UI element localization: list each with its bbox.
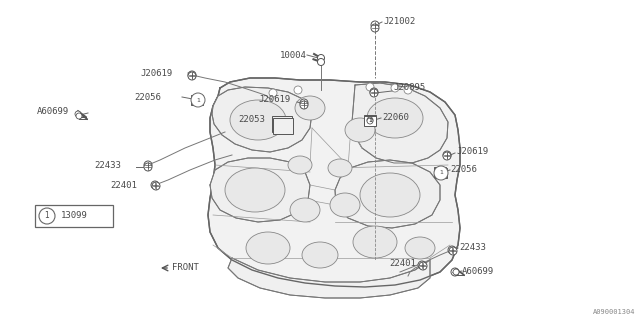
Circle shape: [367, 118, 373, 124]
Polygon shape: [335, 160, 440, 228]
Circle shape: [370, 89, 378, 97]
Circle shape: [152, 182, 160, 190]
Text: 22060: 22060: [382, 114, 409, 123]
Bar: [364, 116, 376, 126]
Circle shape: [144, 163, 152, 171]
Text: A60699: A60699: [37, 108, 69, 116]
Bar: [364, 115, 376, 125]
Ellipse shape: [230, 100, 286, 140]
Circle shape: [367, 117, 373, 123]
Bar: [35, 205, 113, 227]
Circle shape: [434, 166, 448, 180]
Polygon shape: [210, 158, 310, 222]
Text: 22056: 22056: [134, 92, 161, 101]
Text: 1: 1: [439, 171, 443, 175]
Text: 13099: 13099: [61, 212, 88, 220]
Text: FRONT: FRONT: [172, 263, 199, 273]
Circle shape: [404, 86, 412, 94]
Text: 1: 1: [195, 98, 199, 102]
Ellipse shape: [330, 193, 360, 217]
Ellipse shape: [290, 198, 320, 222]
Circle shape: [144, 161, 152, 169]
Bar: [273, 118, 293, 134]
Circle shape: [151, 181, 159, 189]
Text: 22433: 22433: [94, 161, 121, 170]
Text: J20619: J20619: [258, 95, 291, 105]
Circle shape: [317, 59, 324, 66]
Circle shape: [371, 24, 379, 32]
Circle shape: [188, 72, 196, 80]
Circle shape: [269, 89, 277, 97]
Text: 22401: 22401: [389, 259, 416, 268]
Circle shape: [443, 152, 451, 160]
Ellipse shape: [353, 226, 397, 258]
Ellipse shape: [328, 159, 352, 177]
Text: 22433: 22433: [459, 243, 486, 252]
Text: A60699: A60699: [462, 267, 494, 276]
Circle shape: [366, 83, 374, 91]
Text: 1: 1: [368, 118, 372, 124]
Text: J20895: J20895: [393, 84, 425, 92]
Text: J20619: J20619: [456, 148, 488, 156]
Ellipse shape: [302, 242, 338, 268]
Text: 22053: 22053: [238, 116, 265, 124]
Text: 1: 1: [196, 98, 200, 102]
Circle shape: [451, 268, 459, 276]
Bar: [434, 167, 446, 177]
Circle shape: [443, 151, 451, 159]
Circle shape: [448, 246, 456, 254]
Ellipse shape: [288, 156, 312, 174]
Circle shape: [317, 54, 324, 61]
Ellipse shape: [246, 232, 290, 264]
Circle shape: [438, 170, 444, 176]
Bar: [435, 168, 447, 178]
Circle shape: [449, 247, 457, 255]
Text: 10004: 10004: [280, 51, 307, 60]
Circle shape: [76, 113, 82, 119]
Circle shape: [453, 269, 459, 275]
Text: A090001304: A090001304: [593, 309, 635, 315]
Circle shape: [419, 262, 427, 270]
Circle shape: [294, 86, 302, 94]
Ellipse shape: [360, 173, 420, 217]
Circle shape: [391, 84, 399, 92]
Circle shape: [300, 99, 308, 107]
Polygon shape: [352, 83, 448, 163]
Ellipse shape: [405, 237, 435, 259]
Circle shape: [300, 101, 308, 109]
Text: J20619: J20619: [140, 68, 172, 77]
Text: 22056: 22056: [450, 165, 477, 174]
Text: J21002: J21002: [383, 18, 415, 27]
Circle shape: [370, 88, 378, 96]
Circle shape: [188, 71, 196, 79]
Bar: [272, 116, 292, 132]
Circle shape: [191, 93, 205, 107]
Text: 1: 1: [438, 170, 442, 174]
Polygon shape: [228, 258, 430, 298]
Polygon shape: [212, 87, 312, 152]
Circle shape: [194, 97, 200, 103]
Polygon shape: [208, 78, 460, 287]
Text: 22401: 22401: [110, 181, 137, 190]
Bar: [191, 95, 203, 105]
Text: 1: 1: [439, 171, 443, 175]
Circle shape: [437, 169, 443, 175]
Circle shape: [75, 111, 81, 117]
Circle shape: [39, 208, 55, 224]
Ellipse shape: [225, 168, 285, 212]
Circle shape: [418, 261, 426, 269]
Text: 1: 1: [45, 212, 49, 220]
Circle shape: [371, 21, 379, 29]
Text: 1: 1: [368, 117, 372, 123]
Ellipse shape: [345, 118, 375, 142]
Ellipse shape: [367, 98, 423, 138]
Ellipse shape: [295, 96, 325, 120]
